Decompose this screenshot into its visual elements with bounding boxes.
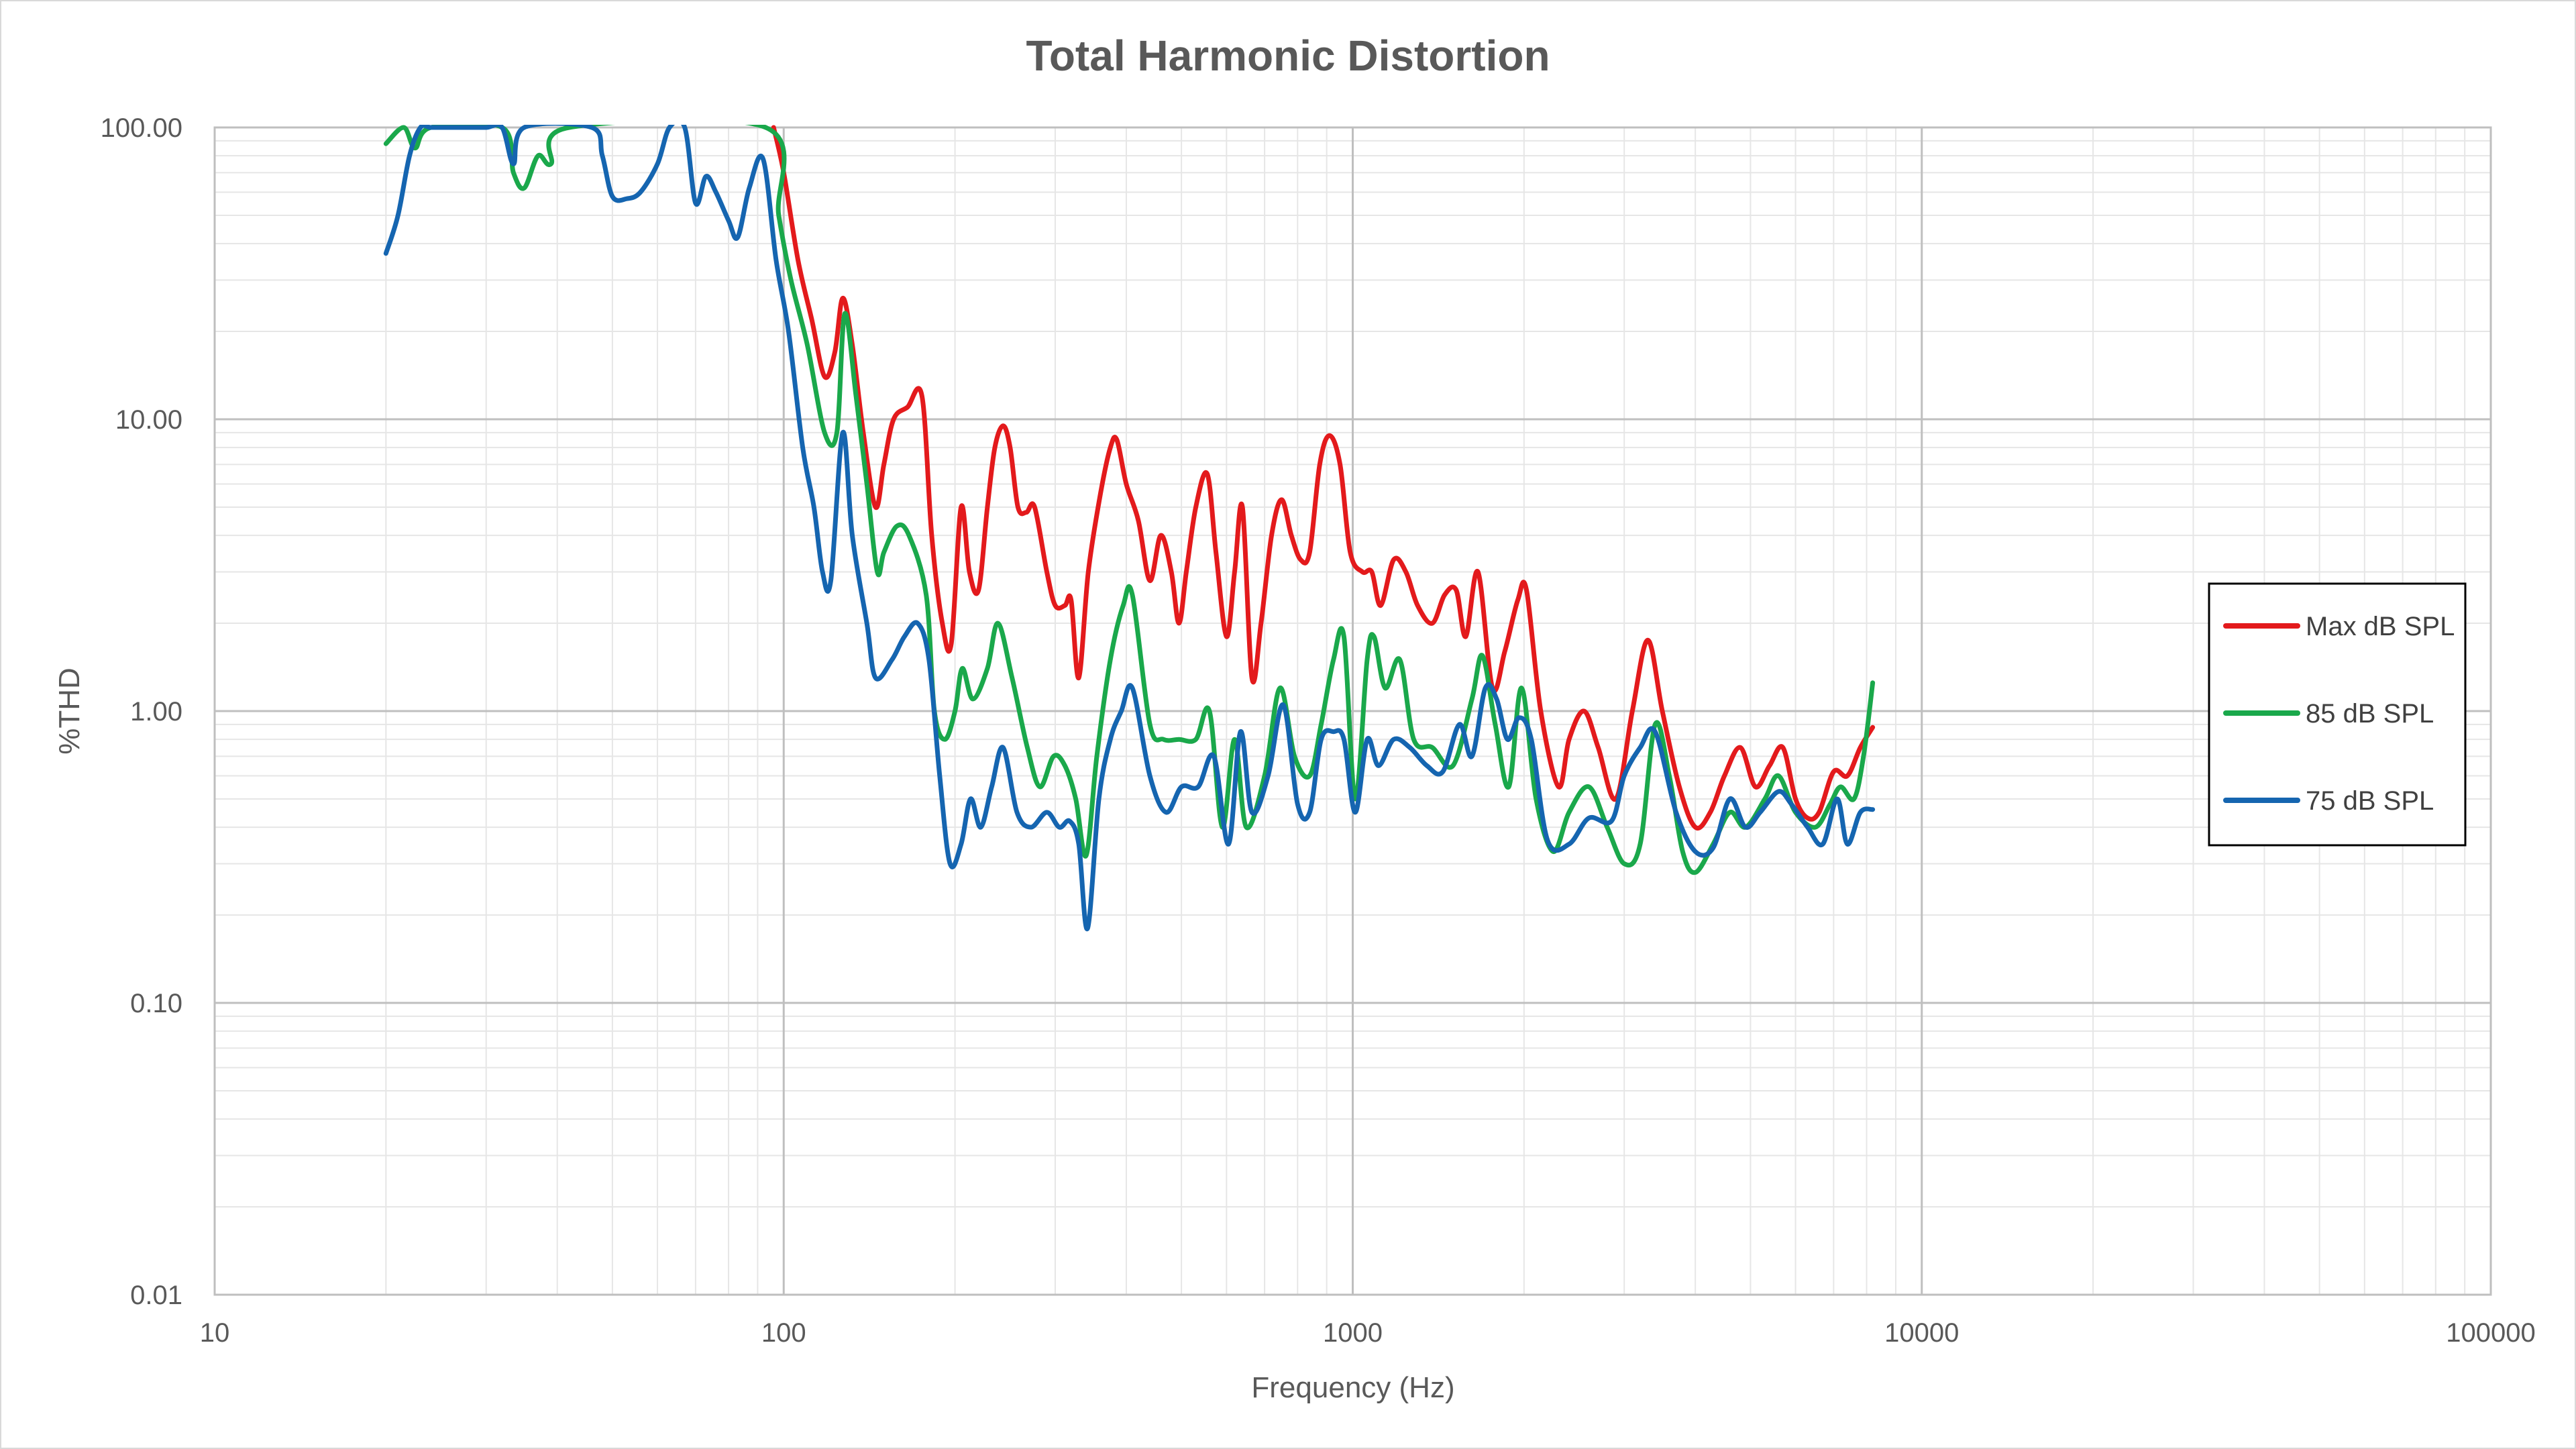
x-tick-label: 10000 bbox=[1884, 1318, 1959, 1348]
legend-label-1: Max dB SPL bbox=[2306, 612, 2455, 641]
y-tick-label: 100.00 bbox=[101, 113, 182, 143]
plot-area-frame bbox=[213, 126, 2492, 1296]
x-tick-label: 10 bbox=[200, 1318, 230, 1348]
legend: Max dB SPL 85 dB SPL 75 dB SPL bbox=[2208, 582, 2467, 847]
series-line-3 bbox=[383, 125, 1876, 932]
y-tick-label: 0.01 bbox=[130, 1281, 182, 1310]
x-axis-title: Frequency (Hz) bbox=[1251, 1371, 1454, 1404]
legend-label-2: 85 dB SPL bbox=[2306, 699, 2434, 729]
series-lines bbox=[383, 125, 1876, 932]
x-tick-label: 1000 bbox=[1323, 1318, 1383, 1348]
y-tick-label: 10.00 bbox=[115, 405, 182, 435]
y-axis-title: %THD bbox=[53, 667, 86, 755]
chart-title: Total Harmonic Distortion bbox=[1026, 32, 1550, 80]
series-line-2 bbox=[383, 125, 1876, 875]
legend-label-3: 75 dB SPL bbox=[2306, 786, 2434, 816]
legend-items: Max dB SPL 85 dB SPL 75 dB SPL bbox=[2223, 612, 2455, 816]
y-tick-label: 0.10 bbox=[130, 989, 182, 1018]
y-axis-ticks: 0.01 0.10 1.00 10.00 100.00 bbox=[101, 113, 182, 1310]
y-tick-label: 1.00 bbox=[130, 697, 182, 727]
series-line-1 bbox=[771, 125, 1876, 830]
x-tick-label: 100000 bbox=[2446, 1318, 2535, 1348]
x-axis-ticks: 10 100 1000 10000 100000 bbox=[200, 1318, 2536, 1348]
x-tick-label: 100 bbox=[761, 1318, 806, 1348]
